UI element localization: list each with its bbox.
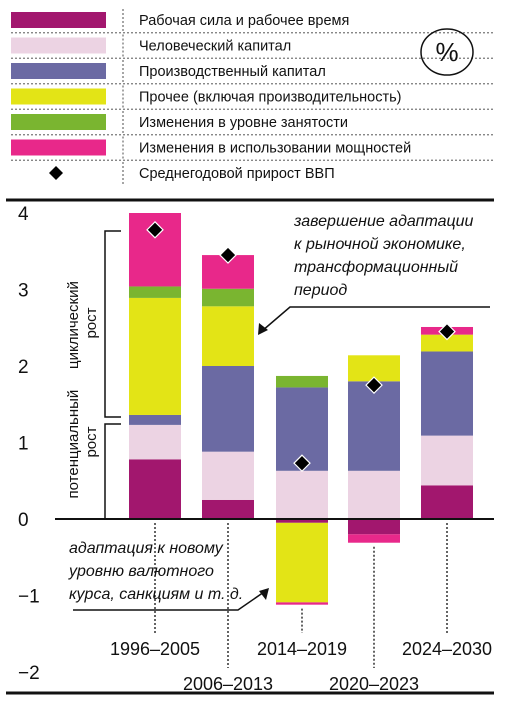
category-label: 2024–2030 [402,639,492,659]
annotation-top-arrowhead [258,323,268,335]
cyclical-bracket [104,230,121,418]
y-axis: 4 3 2 1 0 −1 −2 [18,204,40,684]
growth-brackets: циклический рост потенциальный рост [65,230,121,520]
bar-segment [348,534,400,543]
bar-segment [202,451,254,500]
category-labels: 1996–2005 2006–2013 2014–2019 2020–2023 2024… [110,639,492,694]
bar-segment [202,288,254,307]
gdp-growth-marker [438,322,456,341]
bar-segment [276,375,328,388]
legend-swatch [11,63,106,79]
annotation-bottom-line-2: уровню валютного [68,563,214,580]
category-label: 2014–2019 [257,639,347,659]
unit-badge-circle [420,28,474,76]
annotation-top-line-2: к рыночной экономике, [294,236,466,253]
legend-label: Рабочая сила и рабочее время [139,13,349,29]
y-tick-label: −2 [18,663,40,684]
bar-segment [129,414,181,425]
bar-segment [129,297,181,415]
y-tick-label: 2 [18,357,29,378]
y-tick-label: −1 [18,587,40,608]
annotation-bottom-leader [73,591,265,611]
y-tick-label: 0 [18,510,29,531]
bar-segment [276,602,328,605]
legend-label: Изменения в использовании мощностей [139,141,411,157]
potential-label: потенциальный рост [65,386,100,499]
gdp-growth-marker [146,220,164,239]
bar-segment [421,351,473,436]
legend-swatch [11,114,106,130]
bar-segment [129,459,181,519]
cyclical-label: циклический рост [65,277,100,369]
category-label: 2006–2013 [183,674,273,694]
annotation-bottom: адаптация к новому уровню валютного курс… [68,540,269,611]
legend-label: Производственный капитал [139,64,326,80]
bar-segment [202,306,254,366]
y-tick-label: 4 [18,204,29,225]
bar-segment [348,519,400,535]
category-label: 1996–2005 [110,639,200,659]
legend-swatch [11,37,106,54]
unit-badge: % [435,37,458,67]
annotation-bottom-line-3: курса, санкциям и т. д. [69,586,243,603]
bar-segment [421,485,473,519]
legend-swatch [11,88,106,105]
annotation-top-line-4: период [294,282,347,299]
legend-swatch [11,12,106,28]
annotation-top-leader [261,306,490,332]
y-tick-label: 1 [18,434,29,455]
annotation-bottom-arrowhead [259,588,269,600]
y-tick-label: 3 [18,281,29,302]
annotation-top-line-3: трансформационный [294,259,458,276]
potential-label-line-2: рост [83,426,100,457]
category-label: 2020–2023 [329,674,419,694]
bar-segment [421,334,473,352]
bar-segment [348,381,400,471]
gdp-growth-marker [219,246,237,264]
cyclical-label-line-1: циклический [65,281,82,369]
legend-label: Прочее (включая производительность) [139,90,402,106]
annotation-top: завершение адаптации к рыночной экономик… [258,213,490,335]
bar-segment [276,522,328,603]
annotation-top-line-1: завершение адаптации [293,213,474,230]
bars [129,213,473,605]
potential-bracket [104,423,121,520]
legend-diamond-icon [49,166,63,180]
gdp-markers [146,220,456,473]
annotation-bottom-line-1: адаптация к новому [69,540,224,557]
bar-segment [276,470,328,519]
legend-swatch [11,139,106,156]
legend: Рабочая сила и рабочее время Человеческий… [11,9,494,184]
bar-segment [129,424,181,460]
category-leaders [154,523,448,668]
bar-segment [202,366,254,452]
bar-segment [348,470,400,519]
legend-label: Человеческий капитал [139,39,291,55]
gdp-growth-marker [365,376,383,394]
bar-segment [421,435,473,486]
legend-label: Среднегодовой прирост ВВП [139,166,335,182]
potential-label-line-1: потенциальный [65,390,82,499]
gdp-growth-marker [293,454,311,473]
legend-label: Изменения в уровне занятости [139,115,348,131]
bar-segment [129,286,181,298]
cyclical-label-line-2: рост [83,307,100,338]
bar-segment [202,499,254,519]
bar-segment [276,519,328,523]
